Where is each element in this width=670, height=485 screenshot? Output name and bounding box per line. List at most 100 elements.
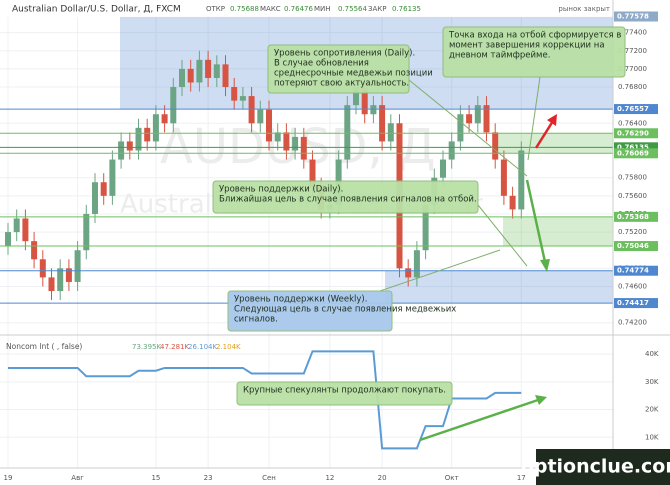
- zone: [503, 216, 613, 247]
- candle-body: [152, 114, 159, 142]
- readout-value: 0.75688: [230, 5, 259, 13]
- callout-text: В случае обновления: [274, 59, 369, 69]
- callout-box: [227, 290, 393, 332]
- callout-pointer: [379, 249, 501, 292]
- candle-body: [92, 182, 98, 214]
- candle-body: [74, 250, 81, 282]
- up-arrow-head: [547, 114, 557, 126]
- level-tag: [614, 104, 658, 115]
- readout-value: 0.75564: [338, 5, 367, 13]
- trend-arrow: [419, 398, 539, 442]
- candle-body: [440, 159, 446, 178]
- callout-box: [442, 26, 626, 78]
- candle-body: [422, 204, 429, 251]
- y-tick-label: 0.77200: [618, 47, 647, 55]
- candle-body: [492, 132, 499, 160]
- candle-body: [500, 159, 507, 196]
- x-tick-label: 15: [151, 474, 160, 482]
- logo: optionclue.com: [521, 456, 670, 478]
- candle-body: [518, 150, 525, 210]
- down-arrow: [525, 179, 547, 263]
- x-tick-label: Окт: [445, 474, 459, 482]
- header-values: ОТКР 0.75688 МАКС 0.76476 МИН 0.75564 ЗАКР 0.76…: [206, 5, 421, 13]
- candle-body: [448, 141, 455, 160]
- candle-body: [31, 241, 38, 260]
- callout-text: Крупные спекулянты продолжают покупать.: [243, 386, 446, 396]
- candle-body: [309, 159, 316, 187]
- y-tick-label: 0.77000: [618, 65, 647, 73]
- trend-arrow-head: [535, 395, 547, 405]
- callout-text: момент завершения коррекции на: [449, 41, 605, 51]
- candle-body: [170, 87, 177, 124]
- candle-body: [144, 127, 151, 142]
- candle-body: [413, 250, 420, 278]
- candle-body: [161, 114, 168, 124]
- y-tick-label: 0.76800: [618, 83, 647, 91]
- level-tag: [614, 142, 658, 153]
- candle-body: [274, 132, 281, 142]
- symbol: Australian Dollar/U.S. Dollar, Д, FXCM: [12, 5, 181, 15]
- level-tag-label: 0.75046: [617, 242, 649, 250]
- x-tick-label: 23: [204, 474, 213, 482]
- candle-body: [353, 87, 359, 106]
- indicator-readout: 73.395K: [132, 343, 161, 351]
- candle-body: [257, 109, 264, 124]
- x-tick-label: 19: [4, 474, 13, 482]
- level-tag-label: 0.76290: [617, 129, 649, 137]
- level-tag: [614, 128, 658, 139]
- candle-body: [39, 259, 46, 278]
- down-arrow-head: [540, 259, 550, 272]
- logo-box: [536, 449, 670, 485]
- candle-body: [126, 141, 133, 151]
- candle-body: [135, 127, 142, 151]
- callout-pointer: [408, 79, 528, 177]
- x-tick-label: 17: [517, 474, 526, 482]
- callout-pointer: [527, 76, 541, 161]
- callout-text: Уровень поддержки (Daily).: [219, 185, 343, 195]
- candle-body: [405, 268, 412, 278]
- y-tick-label: 0.75800: [618, 174, 647, 182]
- candle-body: [457, 114, 464, 142]
- candle-body: [283, 132, 290, 151]
- y2-tick-label: 30K: [645, 378, 659, 386]
- candle-body: [387, 123, 394, 142]
- candle-body: [266, 109, 272, 142]
- readout-label: МАКС: [260, 5, 281, 13]
- candle-body: [213, 64, 220, 78]
- level-tag: [614, 11, 658, 22]
- y-tick-label: 0.74600: [618, 282, 647, 290]
- y2-tick-label: 40K: [645, 350, 659, 358]
- y2-tick-label: 20K: [645, 406, 659, 414]
- candle-body: [300, 136, 307, 160]
- candle-body: [57, 268, 64, 292]
- annotations: Уровень сопротивления (Daily).В случае о…: [212, 26, 626, 406]
- callout-text: дневном таймфрейме.: [449, 51, 550, 61]
- zone: [493, 133, 613, 154]
- y-tick-label: 0.76400: [618, 119, 647, 127]
- candle-body: [83, 213, 90, 251]
- readout-label: ОТКР: [206, 5, 225, 13]
- candle-body: [483, 105, 490, 133]
- candle-body: [65, 268, 72, 282]
- x-tick-label: 12: [325, 474, 334, 482]
- level-tag-label: 0.74774: [617, 267, 649, 275]
- indicator-line: [8, 350, 522, 450]
- candle-body: [466, 114, 473, 124]
- candle-body: [48, 277, 55, 292]
- candle-body: [248, 96, 255, 124]
- readout-value: 0.76135: [392, 5, 421, 13]
- callout-text: Точка входа на отбой сформируется в: [448, 31, 621, 41]
- candle-body: [292, 136, 299, 151]
- callout-text: среднесрочные медвежьи позиции: [274, 69, 433, 79]
- candle-body: [196, 59, 203, 83]
- indicator-readout: 47.281K: [160, 343, 189, 351]
- indicator-readout: 26.104K: [188, 343, 217, 351]
- candle-body: [100, 182, 107, 196]
- readout-label: ЗАКР: [368, 5, 386, 13]
- x-tick-label: Сен: [262, 474, 276, 482]
- level-tag-label: 0.76135: [617, 143, 649, 151]
- level-tag: [614, 148, 658, 159]
- callout-text: сигналов.: [234, 315, 278, 325]
- level-tag: [614, 298, 658, 309]
- candle-body: [205, 59, 212, 78]
